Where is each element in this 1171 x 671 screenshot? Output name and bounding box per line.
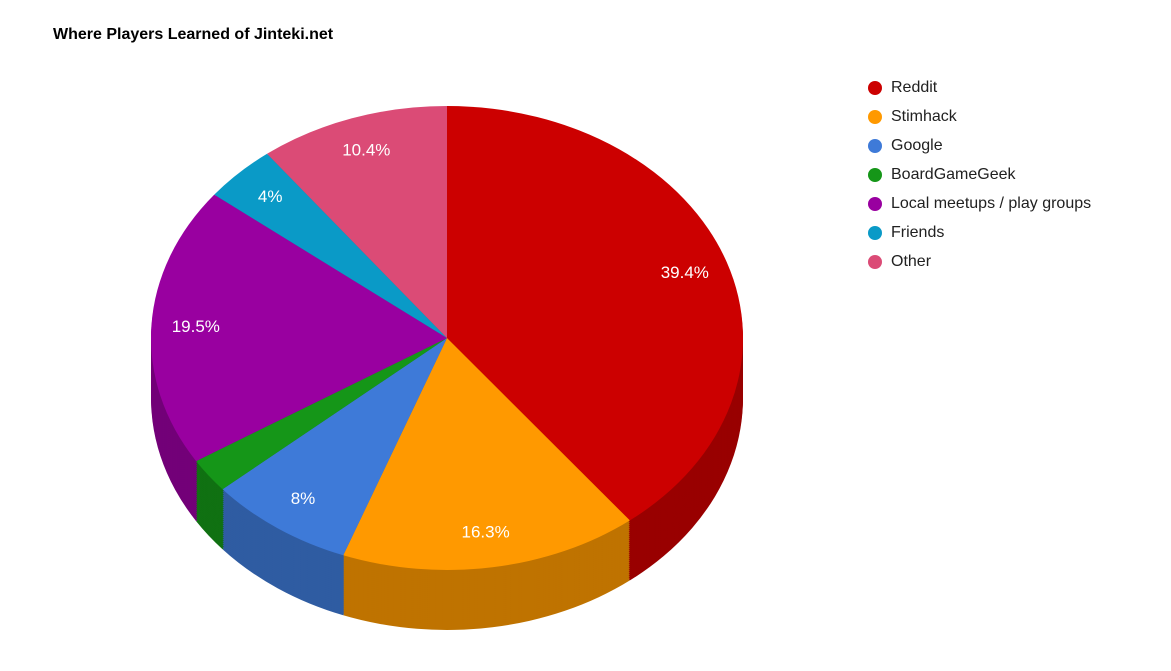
legend-label-other: Other <box>891 252 932 270</box>
pie-slice-reddit[interactable] <box>447 106 744 521</box>
pie-slice-stimhack[interactable] <box>343 338 630 571</box>
legend-label-local-meetups-play-groups: Local meetups / play groups <box>891 194 1092 212</box>
legend-item-reddit[interactable]: Reddit <box>868 73 1091 102</box>
legend-swatch-boardgamegeek <box>868 167 882 182</box>
legend-item-google[interactable]: Google <box>868 131 1091 160</box>
pie-slice-local-meetups-play-groups[interactable] <box>151 194 447 462</box>
legend-swatch-local-meetups-play-groups <box>868 196 882 211</box>
legend-label-stimhack: Stimhack <box>891 107 957 125</box>
legend-item-stimhack[interactable]: Stimhack <box>868 102 1091 131</box>
legend: Reddit Stimhack Google BoardGameGeek Local m… <box>868 73 1091 276</box>
pie-slice-google[interactable] <box>222 338 447 556</box>
slice-label-friends: 4% <box>258 187 283 206</box>
legend-item-friends[interactable]: Friends <box>868 218 1091 247</box>
legend-swatch-google <box>868 138 882 153</box>
legend-swatch-reddit <box>868 80 882 95</box>
slice-label-local-meetups-play-groups: 19.5% <box>172 317 220 336</box>
legend-swatch-stimhack <box>868 109 882 124</box>
legend-item-local-meetups-play-groups[interactable]: Local meetups / play groups <box>868 189 1091 218</box>
slice-label-google: 8% <box>291 489 316 508</box>
pie-slice-friends[interactable] <box>214 153 447 338</box>
pie-slice-boardgamegeek[interactable] <box>196 338 447 490</box>
pie-slice-other[interactable] <box>267 106 447 338</box>
legend-item-boardgamegeek[interactable]: BoardGameGeek <box>868 160 1091 189</box>
slice-label-other: 10.4% <box>342 141 390 160</box>
legend-label-friends: Friends <box>891 223 945 241</box>
legend-swatch-other <box>868 254 882 269</box>
legend-label-boardgamegeek: BoardGameGeek <box>891 165 1016 183</box>
legend-label-reddit: Reddit <box>891 78 938 96</box>
legend-swatch-friends <box>868 225 882 240</box>
legend-label-google: Google <box>891 136 943 154</box>
slice-label-stimhack: 16.3% <box>461 522 509 541</box>
chart-title: Where Players Learned of Jinteki.net <box>53 26 334 43</box>
legend-item-other[interactable]: Other <box>868 247 1091 276</box>
slice-label-reddit: 39.4% <box>661 263 709 282</box>
